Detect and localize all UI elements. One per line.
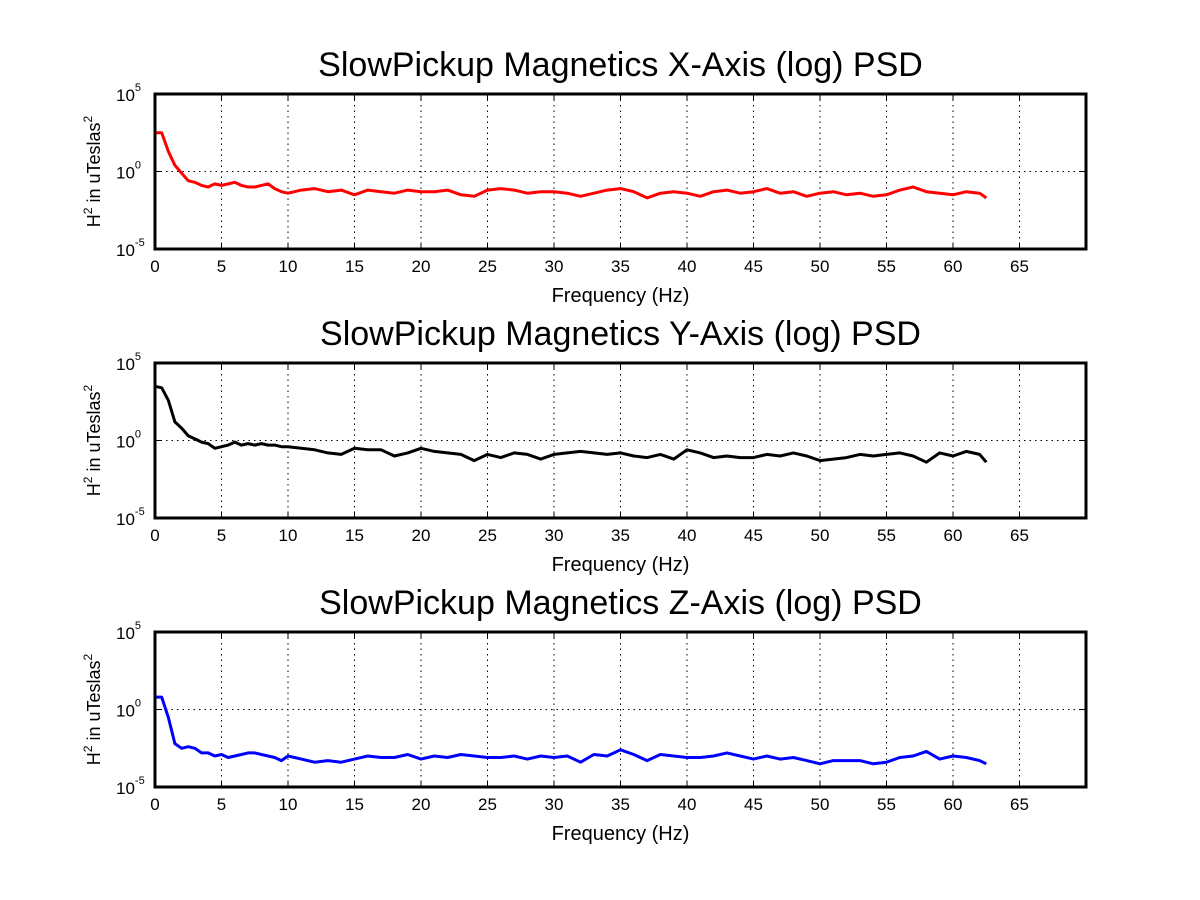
chart-panel-1: 0 5 10 15 20 25 30 35 40 45 50 55 60 65 10-5 100 105 Slow… — [81, 315, 1088, 576]
x-tick-label: 65 — [1010, 257, 1029, 276]
x-tick-label: 65 — [1010, 795, 1029, 814]
y-tick-label: 10-5 — [116, 775, 145, 798]
x-tick-label: 40 — [678, 257, 697, 276]
chart-panel-2: 0 5 10 15 20 25 30 35 40 45 50 55 60 65 10-5 100 105 Slow… — [81, 584, 1088, 845]
x-tick-label: 15 — [345, 257, 364, 276]
x-tick-label: 55 — [877, 526, 896, 545]
x-tick-label: 50 — [811, 257, 830, 276]
chart-panel-0: 0 5 10 15 20 25 30 35 40 45 50 55 60 65 10-5 100 105 Slow… — [81, 46, 1088, 307]
series-line-0 — [154, 384, 988, 464]
y-axis-label: H2 in uTeslas2 — [81, 115, 104, 227]
x-tick-label: 15 — [345, 526, 364, 545]
x-tick-label: 40 — [678, 526, 697, 545]
y-axis-label: H2 in uTeslas2 — [81, 384, 104, 496]
x-tick-label: 0 — [150, 257, 159, 276]
y-tick-label: 100 — [116, 160, 141, 183]
x-axis-label: Frequency (Hz) — [552, 823, 690, 845]
x-tick-label: 10 — [279, 526, 298, 545]
chart-title: SlowPickup Magnetics X-Axis (log) PSD — [318, 46, 923, 84]
x-tick-label: 45 — [744, 526, 763, 545]
y-tick-label: 100 — [116, 698, 141, 721]
x-tick-label: 0 — [150, 795, 159, 814]
y-tick-label: 100 — [116, 429, 141, 452]
y-tick-label: 105 — [116, 82, 141, 105]
x-tick-label: 30 — [545, 257, 564, 276]
plot-frame — [153, 361, 1088, 520]
x-tick-label: 30 — [545, 526, 564, 545]
x-tick-label: 5 — [217, 526, 226, 545]
x-tick-label: 60 — [944, 795, 963, 814]
plot-frame — [153, 92, 1088, 251]
x-tick-label: 5 — [217, 795, 226, 814]
x-tick-label: 10 — [279, 795, 298, 814]
x-tick-label: 20 — [412, 526, 431, 545]
x-tick-label: 45 — [744, 795, 763, 814]
x-tick-label: 60 — [944, 526, 963, 545]
x-tick-label: 35 — [611, 257, 630, 276]
x-axis-label: Frequency (Hz) — [552, 554, 690, 576]
y-tick-label: 10-5 — [116, 506, 145, 529]
x-tick-label: 15 — [345, 795, 364, 814]
x-tick-label: 35 — [611, 795, 630, 814]
x-axis-label: Frequency (Hz) — [552, 285, 690, 307]
x-tick-label: 5 — [217, 257, 226, 276]
plot-frame — [153, 630, 1088, 789]
x-tick-label: 10 — [279, 257, 298, 276]
x-tick-label: 25 — [478, 795, 497, 814]
x-tick-label: 55 — [877, 795, 896, 814]
x-tick-label: 55 — [877, 257, 896, 276]
x-tick-label: 50 — [811, 795, 830, 814]
y-tick-label: 105 — [116, 351, 141, 374]
y-axis-label: H2 in uTeslas2 — [81, 653, 104, 765]
x-tick-label: 65 — [1010, 526, 1029, 545]
y-tick-label: 105 — [116, 620, 141, 643]
x-tick-label: 0 — [150, 526, 159, 545]
x-tick-label: 20 — [412, 795, 431, 814]
x-tick-label: 35 — [611, 526, 630, 545]
x-tick-label: 20 — [412, 257, 431, 276]
series-line-0 — [155, 131, 988, 200]
chart-title: SlowPickup Magnetics Z-Axis (log) PSD — [319, 584, 922, 622]
series-line-0 — [155, 695, 987, 766]
chart-title: SlowPickup Magnetics Y-Axis (log) PSD — [320, 315, 921, 353]
x-tick-label: 60 — [944, 257, 963, 276]
x-tick-label: 25 — [478, 526, 497, 545]
x-tick-label: 45 — [744, 257, 763, 276]
x-tick-label: 30 — [545, 795, 564, 814]
x-tick-label: 25 — [478, 257, 497, 276]
y-tick-label: 10-5 — [116, 237, 145, 260]
x-tick-label: 40 — [678, 795, 697, 814]
x-tick-label: 50 — [811, 526, 830, 545]
